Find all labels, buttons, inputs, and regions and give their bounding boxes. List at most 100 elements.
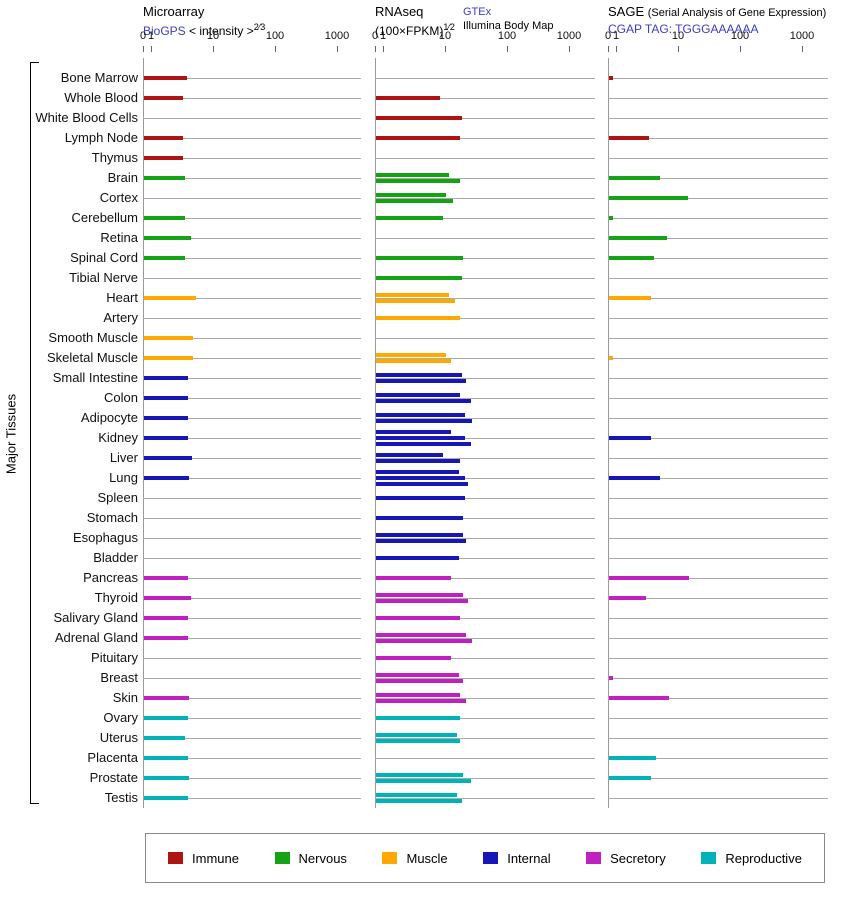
expression-bar: [376, 556, 459, 560]
tissue-row: Lymph Node: [0, 128, 842, 148]
tissue-row: Placenta: [0, 748, 842, 768]
row-baseline: [375, 218, 595, 219]
tissue-label: Bladder: [93, 550, 138, 565]
expression-bar: [609, 356, 613, 360]
row-baseline: [608, 78, 828, 79]
tissue-label: Thyroid: [94, 590, 138, 605]
expression-bar: [376, 379, 466, 383]
rnaseq-cell: [375, 728, 597, 748]
microarray-header: Microarray BioGPS < intensity >2⁄3: [143, 4, 265, 38]
rnaseq-cell: [375, 308, 597, 328]
microarray-cell: [143, 668, 363, 688]
row-baseline: [608, 678, 828, 679]
biogps-link[interactable]: BioGPS: [143, 24, 186, 38]
axis-tick-label: 0: [604, 30, 612, 42]
row-baseline: [608, 218, 828, 219]
sage-cell: [608, 588, 830, 608]
axis-tick-mark: [143, 46, 144, 52]
expression-bar: [376, 96, 440, 100]
row-baseline: [143, 218, 361, 219]
rnaseq-exponent: 1⁄2: [443, 22, 455, 32]
tissue-label: Thymus: [91, 150, 138, 165]
row-baseline: [608, 638, 828, 639]
axis-ticks-row: 0 1 10 100 1000 0 1 10 100 1000 0 1 10 100 1000: [0, 30, 842, 56]
row-baseline: [608, 258, 828, 259]
rnaseq-cell: [375, 568, 597, 588]
sage-cell: [608, 268, 830, 288]
expression-bar: [144, 736, 185, 740]
rnaseq-transform-note: (100×FPKM): [375, 24, 444, 38]
rnaseq-cell: [375, 328, 597, 348]
microarray-cell: [143, 128, 363, 148]
rnaseq-cell: [375, 608, 597, 628]
expression-bar: [376, 716, 461, 720]
panel-axis-line: [143, 58, 144, 808]
illumina-body-map-link[interactable]: Illumina Body Map: [463, 20, 554, 32]
microarray-cell: [143, 388, 363, 408]
expression-bar: [376, 633, 466, 637]
tissue-label: Kidney: [98, 430, 138, 445]
microarray-cell: [143, 788, 363, 808]
row-baseline: [143, 758, 361, 759]
tissue-label: Whole Blood: [64, 90, 138, 105]
axis-tick-mark: [445, 46, 446, 52]
expression-bar: [376, 733, 457, 737]
expression-bar: [376, 516, 464, 520]
tissue-row: Spleen: [0, 488, 842, 508]
row-baseline: [143, 698, 361, 699]
sage-cell: [608, 148, 830, 168]
sage-cell: [608, 428, 830, 448]
sage-cell: [608, 128, 830, 148]
microarray-cell: [143, 548, 363, 568]
expression-bar: [144, 716, 188, 720]
rnaseq-cell: [375, 548, 597, 568]
row-baseline: [143, 598, 361, 599]
row-baseline: [143, 258, 361, 259]
row-baseline: [375, 438, 595, 439]
sage-cell: [608, 788, 830, 808]
row-baseline: [375, 318, 595, 319]
gtex-link[interactable]: GTEx: [463, 6, 492, 18]
row-baseline: [608, 458, 828, 459]
row-baseline: [375, 738, 595, 739]
tissue-label: Breast: [100, 670, 138, 685]
cgap-link[interactable]: CGAP: [608, 22, 642, 36]
expression-bar: [609, 296, 651, 300]
legend-swatch: [274, 852, 290, 864]
expression-bar: [376, 436, 465, 440]
rnaseq-header: RNAseq (100×FPKM)1⁄2 GTEx Illumina Body …: [375, 4, 554, 38]
axis-tick-label: 0: [371, 30, 379, 42]
expression-bar: [376, 793, 457, 797]
sage-cell: [608, 508, 830, 528]
axis-tick-label: 100: [497, 30, 517, 42]
row-baseline: [375, 758, 595, 759]
axis-tick-mark: [337, 46, 338, 52]
axis-tick-mark: [569, 46, 570, 52]
expression-bar: [376, 773, 464, 777]
row-baseline: [375, 198, 595, 199]
row-baseline: [375, 638, 595, 639]
rnaseq-cell: [375, 68, 597, 88]
row-baseline: [143, 518, 361, 519]
row-baseline: [143, 178, 361, 179]
microarray-title: Microarray: [143, 4, 205, 19]
microarray-cell: [143, 268, 363, 288]
tissue-row: Tibial Nerve: [0, 268, 842, 288]
sage-cell: [608, 488, 830, 508]
tissue-row: Brain: [0, 168, 842, 188]
sage-cell: [608, 448, 830, 468]
rnaseq-cell: [375, 468, 597, 488]
tissue-label: Ovary: [103, 710, 138, 725]
row-baseline: [375, 798, 595, 799]
tissue-label: Cerebellum: [71, 210, 138, 225]
row-baseline: [608, 338, 828, 339]
row-baseline: [143, 658, 361, 659]
expression-bar: [144, 436, 188, 440]
axis-tick-mark: [616, 46, 617, 52]
tissue-row: Prostate: [0, 768, 842, 788]
rnaseq-cell: [375, 268, 597, 288]
tissue-label: Spinal Cord: [70, 250, 138, 265]
row-baseline: [608, 118, 828, 119]
row-baseline: [608, 758, 828, 759]
